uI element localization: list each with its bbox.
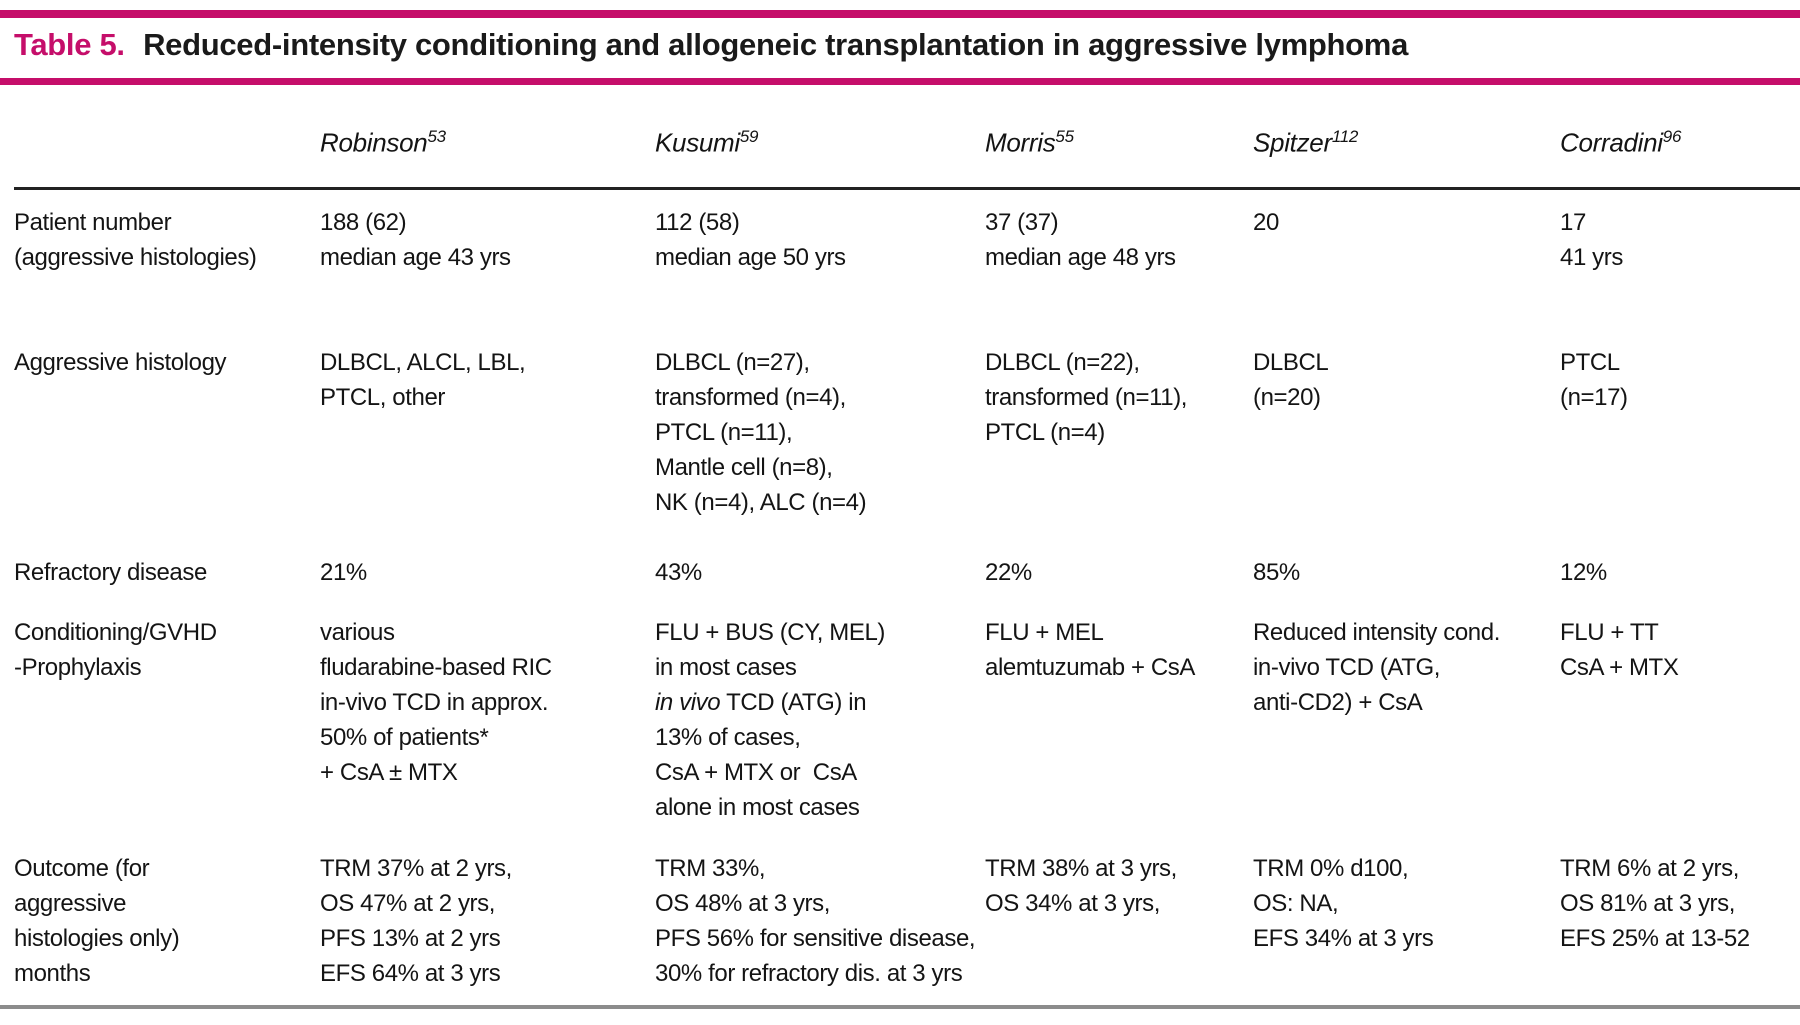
column-header-corradini: Corradini96 bbox=[1560, 127, 1800, 187]
reference-superscript: 53 bbox=[427, 127, 446, 146]
cell-outcome-robinson: TRM 37% at 2 yrs, OS 47% at 2 yrs, PFS 1… bbox=[320, 855, 512, 987]
conditioning-kusumi-pre: FLU + BUS (CY, MEL) in most cases bbox=[655, 619, 886, 681]
title-accent-rule bbox=[0, 78, 1800, 85]
cell-patient-robinson: 188 (62) median age 43 yrs bbox=[320, 209, 511, 271]
cell-refractory-morris: 22% bbox=[985, 559, 1032, 586]
cell-patient-corradini: 17 41 yrs bbox=[1560, 209, 1623, 271]
cell-refractory-kusumi: 43% bbox=[655, 559, 702, 586]
column-header-morris: Morris55 bbox=[985, 127, 1253, 187]
author-name: Morris bbox=[985, 127, 1056, 158]
author-name: Kusumi bbox=[655, 127, 740, 158]
cell-outcome-kusumi: TRM 33%, OS 48% at 3 yrs, PFS 56% for se… bbox=[655, 855, 976, 987]
author-name: Robinson bbox=[320, 127, 428, 158]
reference-superscript: 55 bbox=[1055, 127, 1074, 146]
cell-histology-robinson: DLBCL, ALCL, LBL, PTCL, other bbox=[320, 349, 526, 411]
table-header-row: Robinson53 Kusumi59 Morris55 Spitzer112 … bbox=[14, 85, 1800, 190]
row-label-conditioning: Conditioning/GVHD -Prophylaxis bbox=[14, 619, 217, 681]
cell-histology-morris: DLBCL (n=22), transformed (n=11), PTCL (… bbox=[985, 349, 1188, 446]
cell-histology-kusumi: DLBCL (n=27), transformed (n=4), PTCL (n… bbox=[655, 349, 867, 516]
reference-superscript: 59 bbox=[739, 127, 759, 146]
table-title: Table 5. Reduced-intensity conditioning … bbox=[14, 27, 1790, 63]
cell-conditioning-morris: FLU + MEL alemtuzumab + CsA bbox=[985, 619, 1195, 681]
row-label-aggressive-histology: Aggressive histology bbox=[14, 349, 227, 376]
conditioning-kusumi-italic: in vivo bbox=[655, 689, 721, 716]
reference-superscript: 112 bbox=[1331, 127, 1359, 146]
table: Robinson53 Kusumi59 Morris55 Spitzer 112 … bbox=[14, 85, 1800, 1008]
cell-outcome-spitzer: TRM 0% d100, OS: NA, EFS 34% at 3 yrs bbox=[1253, 855, 1434, 952]
cell-refractory-spitzer: 85% bbox=[1253, 559, 1300, 586]
cell-conditioning-kusumi: FLU + BUS (CY, MEL) in most cases in viv… bbox=[655, 615, 985, 851]
column-header-kusumi: Kusumi59 bbox=[655, 127, 985, 187]
cell-patient-morris: 37 (37) median age 48 yrs bbox=[985, 209, 1176, 271]
cell-patient-spitzer: 20 bbox=[1253, 209, 1279, 236]
cell-refractory-corradini: 12% bbox=[1560, 559, 1607, 586]
cell-outcome-corradini: TRM 6% at 2 yrs, OS 81% at 3 yrs, EFS 25… bbox=[1560, 855, 1750, 952]
bottom-rule bbox=[0, 1005, 1800, 1009]
cell-histology-corradini: PTCL (n=17) bbox=[1560, 349, 1628, 411]
row-label-refractory-disease: Refractory disease bbox=[14, 559, 207, 586]
cell-conditioning-robinson: various fludarabine-based RIC in-vivo TC… bbox=[320, 619, 552, 786]
cell-patient-kusumi: 112 (58) median age 50 yrs bbox=[655, 209, 846, 271]
row-label-patient-number: Patient number (aggressive histologies) bbox=[14, 209, 257, 271]
table-title-text: Reduced-intensity conditioning and allog… bbox=[143, 27, 1409, 62]
author-name: Corradini bbox=[1560, 127, 1663, 158]
column-header-robinson: Robinson53 bbox=[320, 127, 655, 187]
author-name: Spitzer bbox=[1253, 127, 1332, 158]
cell-outcome-morris: TRM 38% at 3 yrs, OS 34% at 3 yrs, bbox=[985, 855, 1177, 917]
cell-refractory-robinson: 21% bbox=[320, 559, 367, 586]
cell-histology-spitzer: DLBCL (n=20) bbox=[1253, 349, 1329, 411]
table-body: Patient number (aggressive histologies) … bbox=[14, 190, 1800, 1008]
row-label-outcome: Outcome (for aggressive histologies only… bbox=[14, 855, 180, 987]
table-number-label: Table 5. bbox=[14, 27, 125, 62]
reference-superscript: 96 bbox=[1662, 127, 1682, 146]
header-spacer bbox=[14, 127, 320, 187]
top-accent-rule bbox=[0, 10, 1800, 18]
column-header-spitzer: Spitzer112 bbox=[1253, 127, 1560, 187]
cell-conditioning-spitzer: Reduced intensity cond. in-vivo TCD (ATG… bbox=[1253, 619, 1500, 716]
cell-conditioning-corradini: FLU + TT CsA + MTX bbox=[1560, 619, 1679, 681]
conditioning-kusumi-post: TCD (ATG) in 13% of cases, CsA + MTX or … bbox=[655, 689, 867, 821]
